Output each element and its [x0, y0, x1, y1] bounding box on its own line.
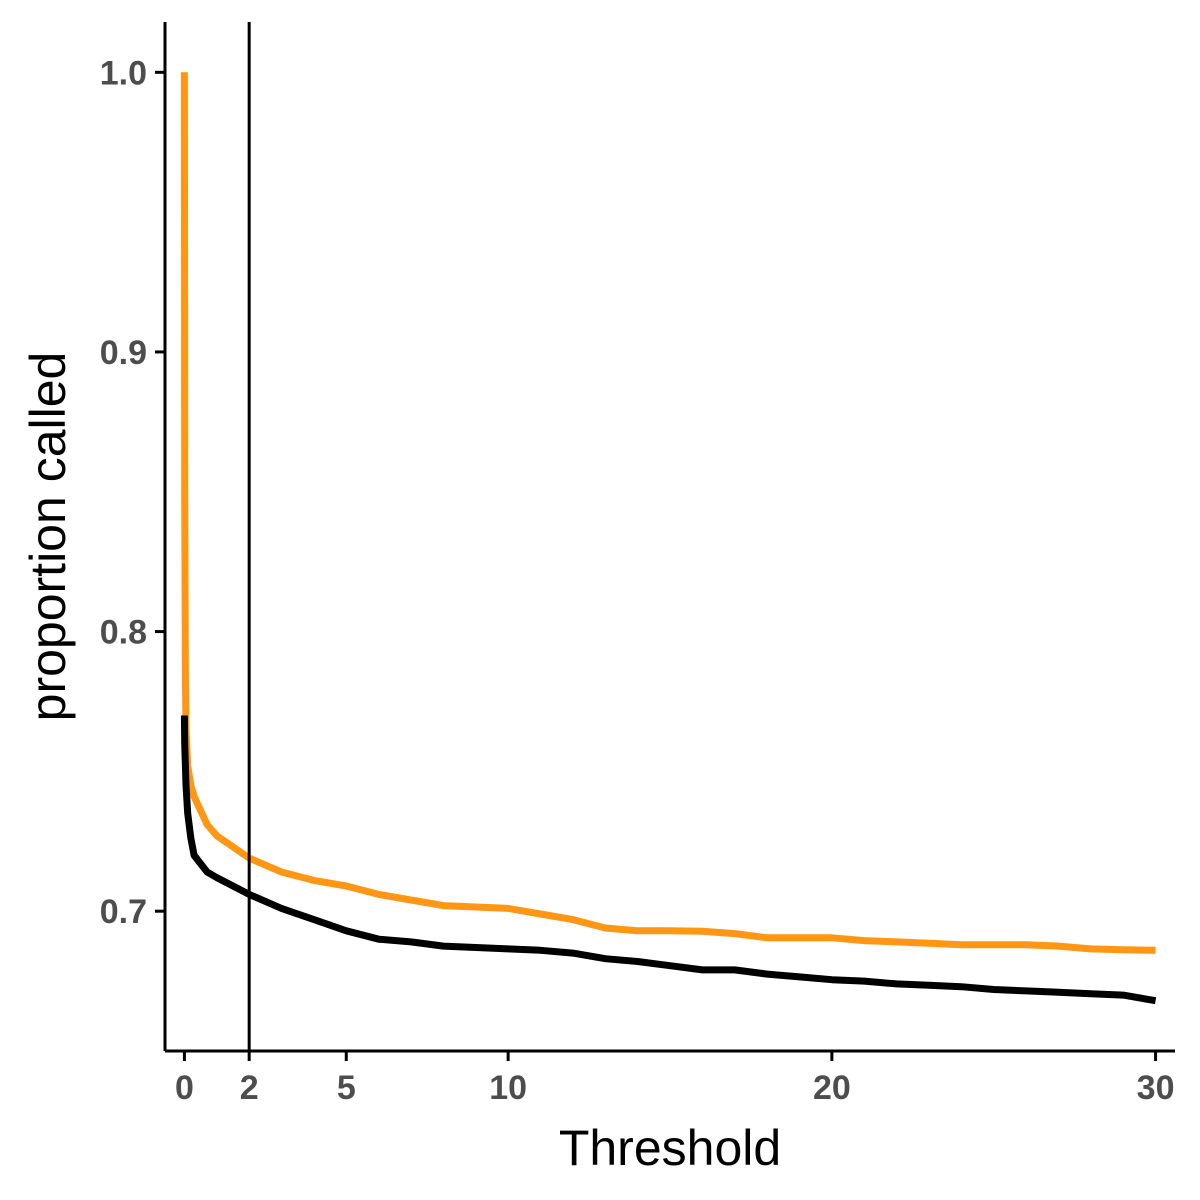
y-axis-title: proportion called — [20, 352, 76, 722]
x-tick-label: 30 — [1137, 1069, 1175, 1107]
y-tick-label: 1.0 — [100, 54, 147, 92]
x-tick-label: 10 — [489, 1069, 527, 1107]
x-axis-title: Threshold — [559, 1120, 781, 1176]
x-tick-label: 5 — [337, 1069, 356, 1107]
y-tick-label: 0.7 — [100, 893, 147, 931]
x-tick-label: 20 — [813, 1069, 851, 1107]
series-line-2 — [180, 715, 1157, 1005]
x-axis-ticks: 0 2 5 10 20 30 — [175, 1051, 1175, 1107]
plot-area — [180, 72, 1157, 1005]
x-tick-label: 2 — [240, 1069, 259, 1107]
y-tick-label: 0.8 — [100, 614, 147, 652]
y-axis-ticks: 0.7 0.8 0.9 1.0 — [100, 54, 165, 931]
series-line-1 — [180, 72, 1156, 954]
x-tick-label: 0 — [175, 1069, 194, 1107]
y-tick-label: 0.9 — [100, 334, 147, 372]
